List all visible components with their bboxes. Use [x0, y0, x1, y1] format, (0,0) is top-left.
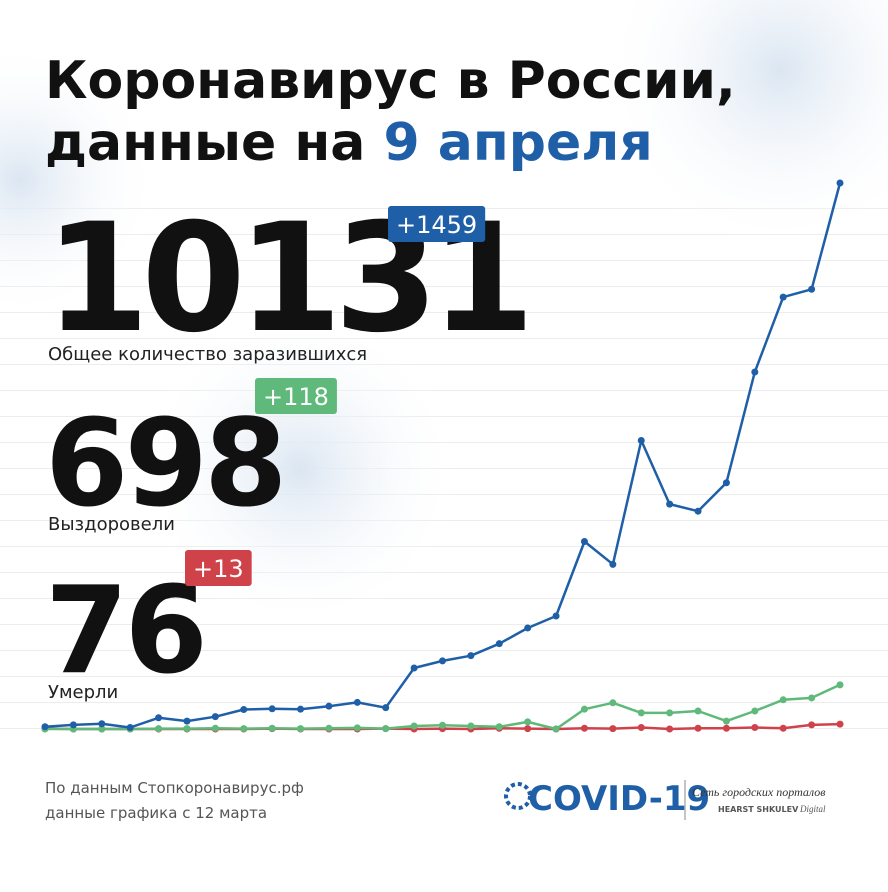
- source: По данным Стопкоронавирус.рф: [45, 779, 304, 797]
- data-point: [552, 612, 560, 620]
- data-point: [666, 709, 674, 717]
- data-point: [524, 725, 532, 733]
- data-point: [836, 179, 844, 187]
- data-point: [41, 723, 49, 731]
- data-point: [410, 664, 418, 672]
- decor: [600, 0, 888, 250]
- data-point: [779, 724, 787, 732]
- data-point: [808, 721, 816, 729]
- data-point: [211, 713, 219, 721]
- data-point: [126, 724, 134, 732]
- data-point: [183, 725, 191, 733]
- data-point: [580, 538, 588, 546]
- data-point: [382, 704, 390, 712]
- data-point: [325, 724, 333, 732]
- data-point: [694, 707, 702, 715]
- data-point: [751, 368, 759, 376]
- chart: [41, 179, 844, 733]
- delta: +13: [193, 555, 244, 583]
- delta-badge: [388, 206, 486, 242]
- data-point: [666, 725, 674, 733]
- delta-badge: [185, 550, 252, 586]
- logo-icon: [504, 782, 532, 810]
- data-point: [779, 293, 787, 301]
- data-point: [694, 507, 702, 515]
- data-point: [297, 725, 305, 733]
- data-point: [722, 724, 730, 732]
- title: Коронавирус в России,: [45, 51, 736, 111]
- data-point: [467, 652, 475, 660]
- data-point: [779, 696, 787, 704]
- data-point: [609, 699, 617, 707]
- data-point: [637, 436, 645, 444]
- data-point: [353, 724, 361, 732]
- stat-label: Общее количество заразившихся: [48, 344, 367, 365]
- data-point: [268, 724, 276, 732]
- data-point: [211, 724, 219, 732]
- data-point: [268, 705, 276, 713]
- data-point: [240, 725, 248, 733]
- data-point: [353, 698, 361, 706]
- data-point: [609, 560, 617, 568]
- data-point: [382, 725, 390, 733]
- data-point: [580, 724, 588, 732]
- data-point: [722, 717, 730, 725]
- data-point: [722, 479, 730, 487]
- brand: HEARST SHKULEV: [718, 805, 799, 814]
- data-point: [637, 709, 645, 717]
- data-point: [524, 624, 532, 632]
- data-point: [155, 714, 163, 722]
- delta-badge: [255, 378, 337, 414]
- data-point: [98, 725, 106, 733]
- source-note: данные графика с 12 марта: [45, 804, 267, 822]
- logo-text: COVID-19: [528, 779, 710, 819]
- data-point: [580, 705, 588, 713]
- delta: +1459: [396, 211, 477, 239]
- data-point: [240, 706, 248, 714]
- logo: COVID-19 Сеть городских порталов HEARST …: [504, 779, 826, 820]
- decor: [0, 40, 160, 320]
- data-point: [495, 723, 503, 731]
- data-point: [836, 720, 844, 728]
- data-point: [637, 724, 645, 732]
- title-date: 9 апреля: [383, 113, 652, 173]
- data-point: [808, 285, 816, 293]
- data-point: [609, 725, 617, 733]
- data-point: [297, 705, 305, 713]
- data-point: [808, 694, 816, 702]
- title: данные на 9 апреля: [45, 113, 653, 173]
- data-point: [666, 500, 674, 508]
- data-point: [836, 681, 844, 689]
- brand-suffix: Digital: [799, 804, 826, 814]
- data-point: [694, 724, 702, 732]
- data-point: [439, 721, 446, 729]
- stat-value: 76: [45, 562, 204, 701]
- data-point: [325, 702, 333, 710]
- data-point: [155, 725, 163, 733]
- data-point: [98, 720, 106, 728]
- stat-value: 698: [45, 395, 284, 534]
- data-point: [183, 717, 191, 725]
- data-point: [467, 722, 475, 730]
- data-point: [524, 718, 532, 726]
- stat-label: Умерли: [48, 682, 118, 703]
- data-point: [410, 722, 418, 730]
- title: данные на: [45, 113, 365, 173]
- delta: +118: [263, 383, 329, 411]
- data-point: [69, 721, 77, 729]
- data-point: [751, 707, 759, 715]
- stat-label: Выздоровели: [48, 514, 175, 535]
- network: Сеть городских порталов: [692, 785, 825, 799]
- data-point: [751, 724, 759, 732]
- data-point: [552, 725, 560, 733]
- data-point: [439, 657, 446, 665]
- data-point: [495, 640, 503, 648]
